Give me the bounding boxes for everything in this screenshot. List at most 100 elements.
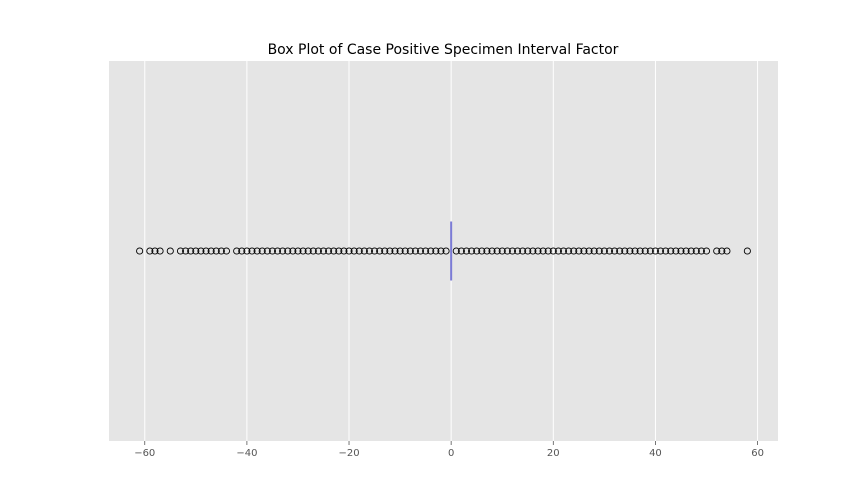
outlier-point <box>391 247 399 255</box>
outlier-point <box>345 247 353 255</box>
outlier-point <box>488 247 496 255</box>
outlier-point <box>294 247 302 255</box>
outlier-point <box>304 247 312 255</box>
outlier-point <box>284 247 292 255</box>
outlier-point <box>702 247 711 255</box>
outlier-point <box>330 247 338 255</box>
outlier-point <box>677 247 685 255</box>
outlier-point <box>263 247 271 255</box>
outlier-point <box>452 247 460 255</box>
outlier-point <box>539 247 547 255</box>
outlier-point <box>575 247 583 255</box>
outlier-point <box>605 247 614 255</box>
outlier-point <box>319 247 328 255</box>
outlier-point <box>136 247 144 255</box>
outlier-point <box>217 247 225 255</box>
outlier-point <box>437 247 445 255</box>
outlier-point <box>519 247 527 255</box>
outlier-point <box>667 247 675 255</box>
outlier-point <box>493 247 501 255</box>
outlier-point <box>289 247 297 255</box>
outlier-point <box>401 247 409 255</box>
outlier-point <box>544 247 552 255</box>
outlier-point <box>273 247 282 255</box>
outlier-point <box>524 247 532 255</box>
outlier-point <box>442 247 450 255</box>
x-tick-label: −20 <box>338 448 359 459</box>
outlier-point <box>636 247 644 255</box>
outlier-point <box>697 247 705 255</box>
outlier-point <box>473 247 481 255</box>
outlier-point <box>350 247 358 255</box>
x-tick-label: −60 <box>134 448 155 459</box>
outlier-point <box>207 247 215 255</box>
outlier-point <box>713 247 721 255</box>
x-tick-label: −40 <box>236 448 257 459</box>
outlier-point <box>529 247 537 255</box>
outlier-point <box>478 247 486 255</box>
outlier-point <box>600 247 608 255</box>
outlier-point <box>192 247 200 255</box>
outlier-point <box>692 247 700 255</box>
outlier-point <box>554 247 562 255</box>
outlier-point <box>570 247 578 255</box>
outlier-point <box>202 247 210 255</box>
outlier-points <box>136 247 751 255</box>
outlier-point <box>386 247 394 255</box>
outlier-point <box>376 247 384 255</box>
outlier-point <box>508 247 516 255</box>
outlier-point <box>243 247 251 255</box>
outlier-point <box>616 247 624 255</box>
x-tick-label: 60 <box>751 448 764 459</box>
outlier-point <box>503 247 511 255</box>
outlier-point <box>182 247 190 255</box>
outlier-point <box>718 247 726 255</box>
outlier-point <box>258 247 266 255</box>
outlier-point <box>534 247 542 255</box>
outlier-point <box>626 247 634 255</box>
outlier-point <box>197 247 205 255</box>
outlier-point <box>314 247 322 255</box>
outlier-point <box>651 247 659 255</box>
outlier-point <box>365 247 374 255</box>
outlier-point <box>238 247 246 255</box>
outlier-point <box>646 247 654 255</box>
outlier-point <box>672 247 680 255</box>
outlier-point <box>662 247 670 255</box>
outlier-point <box>641 247 649 255</box>
plot-area <box>109 61 778 441</box>
outlier-point <box>396 247 404 255</box>
outlier-point <box>176 247 185 255</box>
outlier-point <box>743 247 751 255</box>
outlier-point <box>166 247 174 255</box>
outlier-point <box>233 247 241 255</box>
outlier-point <box>565 247 573 255</box>
outlier-point <box>411 247 419 255</box>
grid-lines <box>144 61 759 441</box>
outlier-point <box>371 247 379 255</box>
box-element <box>450 221 453 281</box>
outlier-point <box>483 247 491 255</box>
outlier-point <box>580 247 588 255</box>
outlier-point <box>611 247 619 255</box>
outlier-point <box>416 247 425 255</box>
x-axis: −60 −40 −20 0 20 40 60 <box>134 441 764 459</box>
outlier-point <box>468 247 476 255</box>
outlier-point <box>248 247 256 255</box>
outlier-point <box>656 247 665 255</box>
outlier-point <box>325 247 333 255</box>
outlier-point <box>268 247 276 255</box>
outlier-point <box>498 247 506 255</box>
outlier-point <box>422 247 430 255</box>
outlier-point <box>432 247 440 255</box>
outlier-point <box>279 247 287 255</box>
outlier-point <box>595 247 603 255</box>
outlier-point <box>355 247 363 255</box>
outlier-point <box>381 247 389 255</box>
outlier-point <box>631 247 639 255</box>
outlier-point <box>212 247 220 255</box>
outlier-point <box>457 247 465 255</box>
outlier-point <box>462 247 471 255</box>
outlier-point <box>146 247 154 255</box>
